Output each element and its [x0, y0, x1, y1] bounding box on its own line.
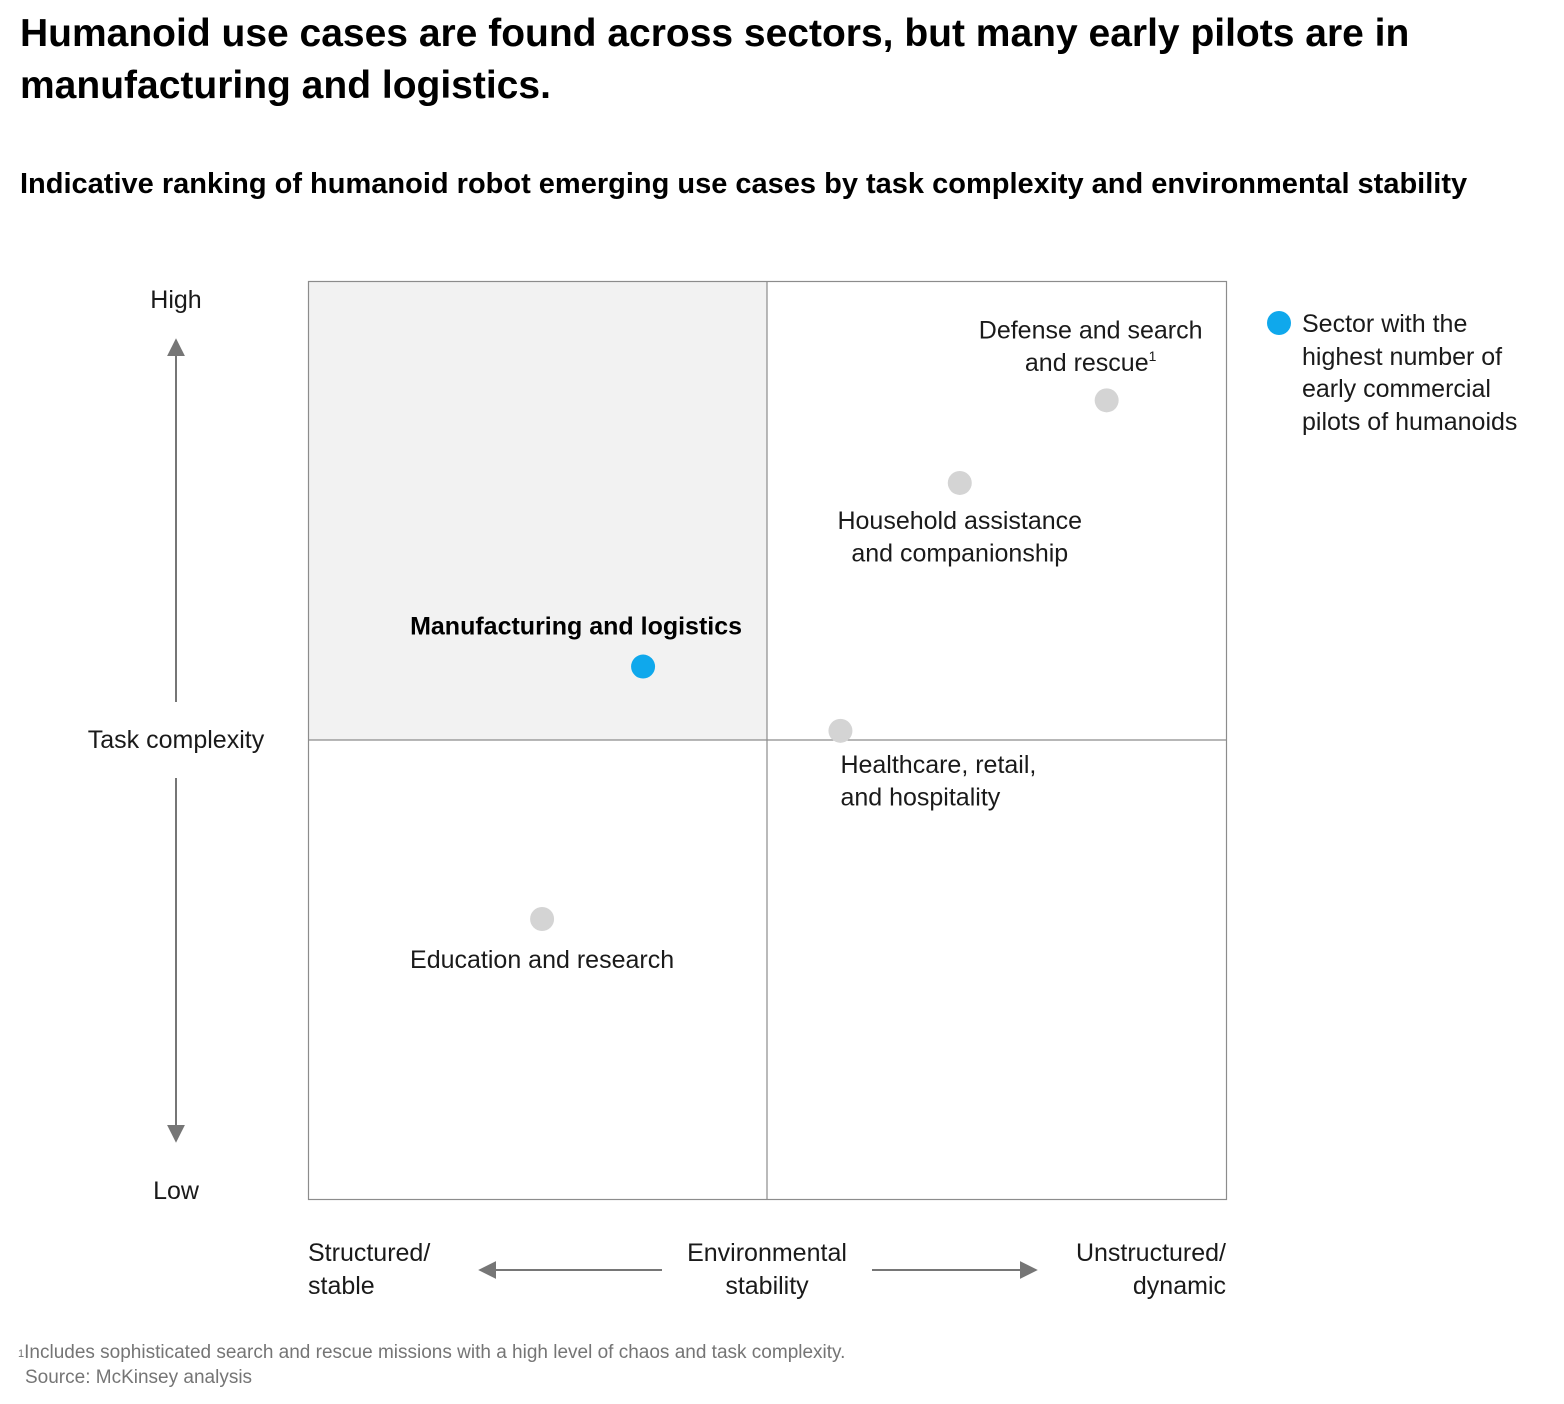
data-point-label: and hospitality: [840, 783, 1000, 811]
data-point: [947, 470, 972, 495]
data-point: [828, 718, 853, 743]
highlighted-quadrant: [308, 281, 767, 740]
footnote-text: Includes sophisticated search and rescue…: [24, 1342, 846, 1363]
data-point-label: and rescue1: [1025, 348, 1157, 377]
footnote: 1Includes sophisticated search and rescu…: [18, 1340, 845, 1365]
x-axis-low-label-line: Structured/: [308, 1239, 430, 1267]
chart-title: Humanoid use cases are found across sect…: [20, 12, 1410, 107]
x-axis-title-line: Environmental: [687, 1239, 847, 1267]
data-point-label: Household assistance: [837, 507, 1082, 535]
y-axis-low-label: Low: [153, 1177, 200, 1205]
x-axis-title-line: stability: [725, 1272, 809, 1300]
data-point: [530, 907, 555, 932]
data-point-label-superscript: 1: [1149, 348, 1157, 364]
data-point-label: Healthcare, retail,: [840, 751, 1036, 779]
chart-subtitle: Indicative ranking of humanoid robot eme…: [20, 168, 1468, 200]
y-axis-title: Task complexity: [88, 726, 265, 754]
source-note: Source: McKinsey analysis: [25, 1367, 253, 1388]
x-axis-high-label-line: dynamic: [1133, 1272, 1226, 1300]
data-point-label: and companionship: [851, 539, 1068, 567]
data-point: [631, 654, 656, 679]
footnote-marker: 1: [18, 1348, 25, 1360]
data-point: [1094, 388, 1119, 413]
data-point-label: Education and research: [410, 946, 674, 974]
data-point-label: Defense and search: [979, 316, 1203, 344]
x-axis-high-label-line: Unstructured/: [1076, 1239, 1226, 1267]
legend-marker: [1267, 311, 1291, 335]
legend-label: Sector with the highest number of early …: [1302, 310, 1518, 436]
data-point-label: Manufacturing and logistics: [410, 613, 742, 641]
x-axis-low-label-line: stable: [308, 1272, 375, 1300]
y-axis-high-label: High: [150, 286, 201, 314]
